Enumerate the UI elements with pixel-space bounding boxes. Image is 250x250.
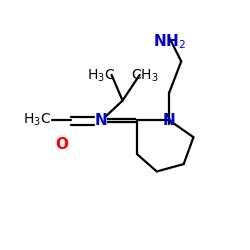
Text: H$_3$C: H$_3$C [23, 112, 51, 128]
Text: N: N [94, 112, 107, 128]
Text: N: N [163, 112, 175, 128]
Text: H$_3$C: H$_3$C [86, 68, 115, 84]
Text: NH$_2$: NH$_2$ [152, 32, 186, 51]
Text: CH$_3$: CH$_3$ [131, 68, 158, 84]
Text: O: O [55, 137, 68, 152]
